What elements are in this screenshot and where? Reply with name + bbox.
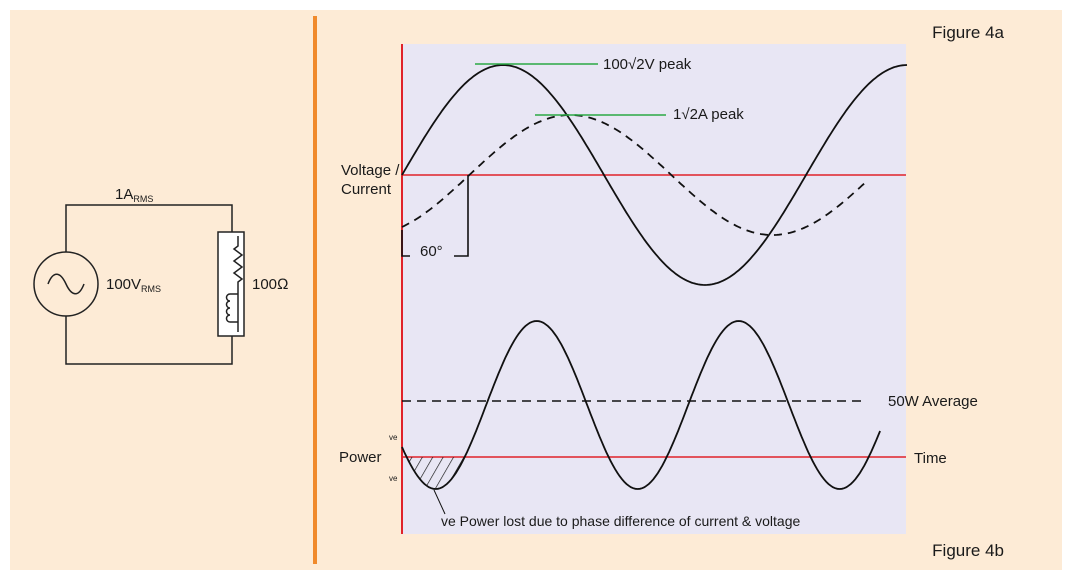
fig4a-axis-label-line1: Voltage / bbox=[341, 162, 400, 179]
figure-4a-caption: Figure 4a bbox=[932, 23, 1004, 42]
lost-power-pointer bbox=[433, 489, 446, 515]
circuit-schematic bbox=[33, 204, 245, 365]
lost-power-note: ve Power lost due to phase difference of… bbox=[441, 513, 801, 529]
bottom-wire bbox=[65, 316, 233, 365]
current-waveform bbox=[401, 114, 865, 236]
ac-source-icon bbox=[33, 251, 99, 317]
power-waveform bbox=[401, 320, 881, 490]
fig4a-axis-label-line2: Current bbox=[341, 181, 392, 198]
phase-label-bg bbox=[410, 240, 454, 260]
resistor-inductor-icon bbox=[217, 231, 245, 337]
average-power-label: 50W Average bbox=[888, 393, 978, 410]
voltage-waveform bbox=[401, 64, 908, 286]
phase-label: 60° bbox=[420, 243, 443, 260]
voltage-peak-label: 100√2V peak bbox=[603, 56, 692, 73]
time-axis-label: Time bbox=[914, 450, 947, 467]
negative-power-mark: ve bbox=[389, 474, 398, 483]
source-voltage-label: 100VRMS bbox=[106, 276, 161, 294]
resistance-label: 100Ω bbox=[252, 276, 289, 293]
current-peak-label: 1√2A peak bbox=[673, 106, 744, 123]
plot-area bbox=[402, 44, 906, 534]
fig4b-axis-label: Power bbox=[339, 449, 382, 466]
circuit-current-label: 1ARMS bbox=[115, 186, 153, 204]
figure-4b-caption: Figure 4b bbox=[932, 541, 1004, 560]
positive-power-mark: ve bbox=[389, 433, 398, 442]
top-wire bbox=[65, 204, 233, 252]
